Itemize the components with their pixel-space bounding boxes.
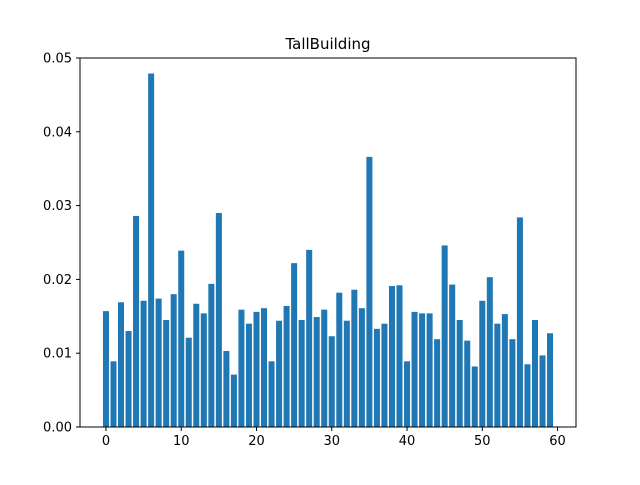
y-tick-label: 0.00 xyxy=(43,421,72,436)
y-tick-label: 0.03 xyxy=(43,199,72,214)
bar-6 xyxy=(148,73,155,427)
bar-58 xyxy=(539,355,546,427)
x-tick-label: 10 xyxy=(173,434,190,449)
bar-27 xyxy=(306,249,313,427)
y-tick-label: 0.01 xyxy=(43,347,72,362)
bar-18 xyxy=(238,309,245,427)
bar-11 xyxy=(185,337,192,427)
bar-47 xyxy=(456,319,463,427)
bar-35 xyxy=(366,156,373,427)
bar-46 xyxy=(449,284,456,427)
bar-55 xyxy=(516,217,523,427)
y-tick-label: 0.02 xyxy=(43,273,72,288)
bar-16 xyxy=(223,350,230,427)
bar-57 xyxy=(531,319,538,427)
bar-9 xyxy=(170,294,177,427)
bar-12 xyxy=(193,303,200,427)
bar-10 xyxy=(178,250,185,427)
x-tick-label: 40 xyxy=(399,434,416,449)
x-tick-label: 50 xyxy=(474,434,491,449)
bar-25 xyxy=(291,263,298,427)
bar-21 xyxy=(261,308,268,427)
bar-43 xyxy=(426,313,433,427)
bar-42 xyxy=(419,313,426,427)
bar-54 xyxy=(509,339,516,427)
x-tick-label: 0 xyxy=(102,434,110,449)
bar-41 xyxy=(411,311,418,427)
y-tick-label: 0.05 xyxy=(43,52,72,67)
plot-frame xyxy=(79,57,577,428)
bar-19 xyxy=(245,323,252,427)
x-tick-label: 20 xyxy=(248,434,265,449)
axes-layer: 0 10 20 30 40 50 60 0.00 0.01 0.02 0.03 0.04 0.05 xyxy=(43,52,577,449)
bars-layer xyxy=(102,73,554,427)
bar-49 xyxy=(471,366,478,427)
bar-59 xyxy=(547,333,554,427)
x-tick-label: 30 xyxy=(323,434,340,449)
bar-20 xyxy=(253,311,260,427)
bar-33 xyxy=(351,289,358,427)
bar-26 xyxy=(298,319,305,427)
bar-17 xyxy=(230,374,237,427)
bar-48 xyxy=(464,340,471,427)
bar-14 xyxy=(208,283,215,427)
bar-0 xyxy=(102,311,109,427)
bar-36 xyxy=(373,328,380,427)
bar-2 xyxy=(118,302,125,427)
bar-1 xyxy=(110,361,117,427)
bar-37 xyxy=(381,323,388,427)
y-tick-label: 0.04 xyxy=(43,125,72,140)
bar-52 xyxy=(494,323,501,427)
bar-38 xyxy=(388,286,395,427)
bar-22 xyxy=(268,361,275,427)
bar-24 xyxy=(283,305,290,427)
bar-29 xyxy=(321,309,328,427)
bar-7 xyxy=(155,298,162,427)
bar-32 xyxy=(343,320,350,427)
bar-56 xyxy=(524,364,531,427)
bar-8 xyxy=(163,319,170,427)
bar-30 xyxy=(328,336,335,427)
bar-31 xyxy=(336,292,343,427)
bar-28 xyxy=(313,317,320,427)
bar-39 xyxy=(396,285,403,427)
bar-5 xyxy=(140,300,147,427)
bar-45 xyxy=(441,245,448,427)
chart-title: TallBuilding xyxy=(284,35,370,53)
bar-44 xyxy=(434,339,441,427)
bar-53 xyxy=(501,314,508,427)
bar-3 xyxy=(125,331,132,427)
bar-51 xyxy=(486,277,493,427)
bar-23 xyxy=(276,320,283,427)
bar-4 xyxy=(133,215,140,427)
bar-15 xyxy=(215,212,222,427)
bar-40 xyxy=(404,361,411,427)
bar-13 xyxy=(200,313,207,427)
bar-50 xyxy=(479,300,486,427)
bar-34 xyxy=(358,308,365,427)
x-tick-label: 60 xyxy=(549,434,566,449)
